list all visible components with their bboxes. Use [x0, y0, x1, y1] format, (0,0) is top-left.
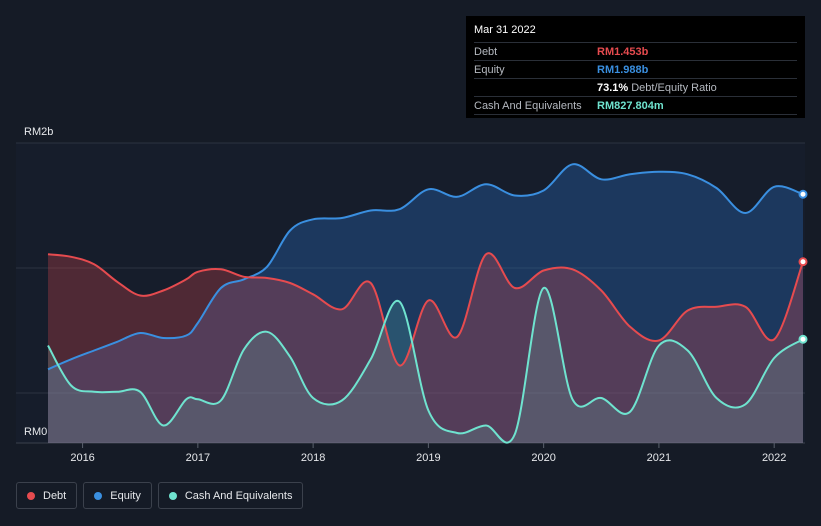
tooltip-value-debt: RM1.453b	[597, 45, 649, 58]
tooltip-ratio-note: Debt/Equity Ratio	[631, 81, 717, 94]
y-tick-label-top: RM2b	[24, 126, 53, 138]
x-tick-label-2022: 2022	[762, 452, 786, 464]
tooltip-date: Mar 31 2022	[474, 24, 536, 36]
tooltip-value-cash: RM827.804m	[597, 99, 664, 112]
tooltip-row-equity: Equity RM1.988b	[474, 60, 797, 78]
legend-label-debt: Debt	[43, 489, 67, 502]
x-tick-label-2018: 2018	[301, 452, 325, 464]
x-tick-label-2019: 2019	[416, 452, 440, 464]
cash-and-equivalents-line	[47, 286, 804, 444]
tooltip-label-equity: Equity	[474, 63, 505, 76]
debt-line	[47, 252, 804, 367]
tooltip-label-debt: Debt	[474, 45, 498, 58]
x-tick-label-2020: 2020	[531, 452, 555, 464]
tooltip-row-ratio: 73.1% Debt/Equity Ratio	[474, 78, 797, 96]
legend-item-equity[interactable]: Equity	[83, 482, 152, 509]
x-axis-ticks: 2016 2017 2018 2019 2020 2021 2022	[70, 443, 786, 464]
x-tick-label-2021: 2021	[647, 452, 671, 464]
gridlines	[16, 142, 805, 444]
x-tick-label-2017: 2017	[186, 452, 210, 464]
equity-line	[47, 163, 804, 371]
tooltip-row-debt: Debt RM1.453b	[474, 42, 797, 60]
series-lines	[47, 163, 804, 444]
legend-item-cash[interactable]: Cash And Equivalents	[157, 482, 304, 509]
cash-and-equivalents-endpoint	[798, 334, 808, 344]
legend-dot-debt	[27, 491, 35, 500]
legend-dot-equity	[94, 491, 103, 500]
legend-label-cash: Cash And Equivalents	[184, 489, 293, 502]
tooltip-row-cash: Cash And Equivalents RM827.804m	[474, 96, 797, 115]
tooltip-value-ratio: 73.1%	[597, 81, 629, 94]
x-tick-label-2016: 2016	[70, 452, 94, 464]
cash-and-equivalents-area	[48, 287, 803, 443]
y-tick-label-bottom: RM0	[24, 426, 47, 438]
series-endpoints	[798, 189, 808, 344]
legend-item-debt[interactable]: Debt	[16, 482, 78, 509]
legend-dot-cash	[168, 491, 177, 500]
debt-endpoint	[798, 257, 808, 267]
chart-legend: Debt Equity Cash And Equivalents	[16, 482, 304, 509]
tooltip-value-equity: RM1.988b	[597, 63, 649, 76]
tooltip-panel: Mar 31 2022 Debt RM1.453b Equity RM1.988…	[466, 16, 805, 118]
tooltip-label-cash: Cash And Equivalents	[474, 99, 582, 112]
equity-endpoint	[798, 189, 808, 199]
debt-area	[48, 253, 803, 443]
legend-label-equity: Equity	[110, 489, 141, 502]
